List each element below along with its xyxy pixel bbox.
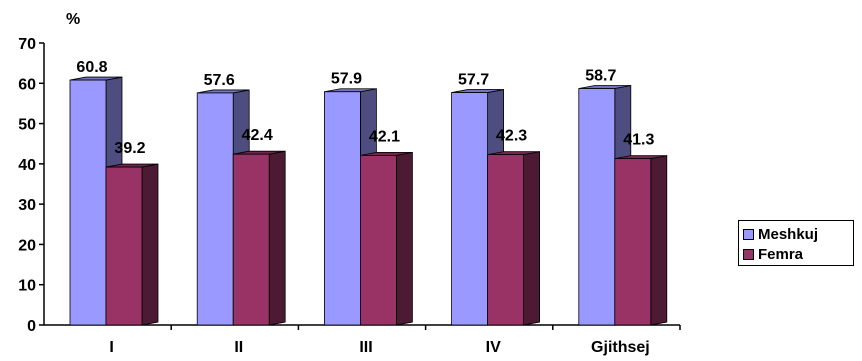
bar-femra-2 [359,151,413,326]
data-label-meshkuj: 60.8 [76,59,107,76]
bars [69,76,668,326]
x-tick-label: II [234,339,243,356]
legend-label-meshkuj: Meshkuj [758,225,819,243]
y-axis-label: % [66,11,80,28]
data-labels: 60.8 39.2 57.6 42.4 57.9 42.1 57.7 42.3 58.7 41.3 [76,59,654,157]
x-tick-labels: I II III IV Gjithsej [109,339,649,356]
y-tick-label: 50 [18,117,36,134]
bar-femra-3 [487,151,540,326]
data-label-femra: 39.2 [114,140,145,157]
y-tick-labels: 0 10 20 30 40 50 60 70 [18,36,36,335]
legend-label-femra: Femra [758,245,804,263]
data-label-meshkuj: 58.7 [585,68,616,85]
bar-femra-1 [232,150,286,326]
data-label-femra: 42.1 [369,128,400,145]
y-tick-label: 20 [18,237,36,254]
y-tick-label: 10 [18,278,36,295]
y-tick-label: 40 [18,157,36,174]
bar-femra-4 [614,155,668,326]
data-label-meshkuj: 57.9 [331,71,362,88]
legend-item-femra: Femra [743,245,803,263]
y-tick-label: 30 [18,197,36,214]
x-tick-label: III [359,339,372,356]
data-label-femra: 42.3 [496,128,527,145]
bar-meshkuj-0 [69,76,123,326]
data-label-femra: 41.3 [623,132,654,149]
x-tick-label: Gjithsej [591,339,650,356]
data-label-meshkuj: 57.7 [458,72,489,89]
data-label-meshkuj: 57.6 [204,72,235,89]
y-tick-label: 60 [18,76,36,93]
bar-femra-0 [105,163,159,326]
data-label-femra: 42.4 [242,127,273,144]
y-tick-label: 70 [18,36,36,53]
legend-swatch-meshkuj [743,228,754,240]
x-tick-label: IV [486,339,501,356]
legend: Meshkuj Femra [738,220,854,266]
legend-item-meshkuj: Meshkuj [743,225,818,243]
x-tick-label: I [109,339,113,356]
y-tick-label: 0 [27,318,36,335]
legend-swatch-femra [743,248,754,260]
